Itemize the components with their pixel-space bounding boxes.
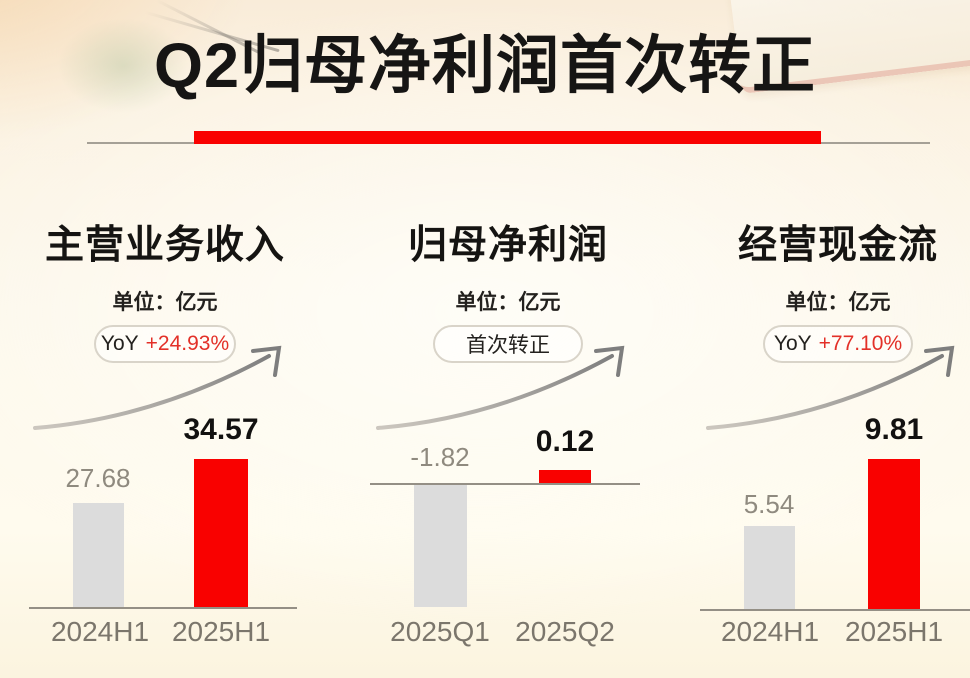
x-axis bbox=[700, 609, 970, 611]
growth-arrow-icon bbox=[376, 345, 625, 430]
badge-text: YoY bbox=[100, 332, 139, 355]
chart-title: 经营现金流 bbox=[737, 224, 938, 267]
x-tick-label: 2024H1 bbox=[50, 616, 150, 647]
page-title: Q2归母净利润首次转正 bbox=[153, 31, 817, 101]
bar-2024h1 bbox=[744, 526, 795, 609]
first-positive-badge: 首次转正 bbox=[433, 325, 583, 363]
unit-label: 单位：亿元 bbox=[455, 291, 561, 314]
bar-2025q1-negative bbox=[414, 485, 467, 607]
chart-title: 归母净利润 bbox=[407, 224, 608, 267]
bar-2024h1 bbox=[73, 503, 124, 607]
growth-arrow-icon bbox=[33, 345, 282, 430]
badge-text: 首次转正 bbox=[466, 334, 550, 357]
bar-value-label: 9.81 bbox=[864, 413, 924, 446]
x-tick-label: 2025H1 bbox=[171, 616, 271, 647]
bar-value-label: -1.82 bbox=[410, 442, 470, 472]
title-underline-red bbox=[194, 131, 821, 144]
badge-highlight: +77.10% bbox=[818, 332, 903, 355]
zero-line bbox=[370, 483, 640, 485]
x-tick-label: 2025Q2 bbox=[515, 616, 615, 647]
unit-label: 单位：亿元 bbox=[785, 291, 891, 314]
badge-highlight: +24.93% bbox=[145, 332, 230, 355]
bar-value-label: 27.68 bbox=[65, 463, 131, 493]
chart-card-net-profit: 归母净利润 单位：亿元 首次转正 -1.82 0.12 2025Q1 2025Q… bbox=[358, 0, 658, 678]
x-tick-label: 2025H1 bbox=[844, 616, 944, 647]
unit-label: 单位：亿元 bbox=[112, 291, 218, 314]
x-tick-label: 2024H1 bbox=[720, 616, 820, 647]
yoy-badge: YoY +77.10% bbox=[763, 325, 913, 363]
chart-card-revenue: 主营业务收入 单位：亿元 YoY +24.93% 27.68 34.57 2024… bbox=[15, 0, 315, 678]
x-tick-label: 2025Q1 bbox=[390, 616, 490, 647]
chart-card-cash-flow: 经营现金流 单位：亿元 YoY +77.10% 5.54 9.81 2024H1 … bbox=[688, 0, 970, 678]
yoy-badge: YoY +24.93% bbox=[94, 325, 236, 363]
bar-2025q2 bbox=[539, 470, 591, 483]
bar-2025h1 bbox=[868, 459, 920, 609]
x-axis bbox=[29, 607, 297, 609]
bar-value-label: 34.57 bbox=[183, 413, 259, 446]
badge-text: YoY bbox=[773, 332, 812, 355]
chart-title: 主营业务收入 bbox=[44, 224, 285, 267]
bar-value-label: 0.12 bbox=[535, 425, 595, 458]
growth-arrow-icon bbox=[706, 345, 955, 430]
bar-value-label: 5.54 bbox=[743, 489, 795, 519]
bar-2025h1 bbox=[194, 459, 248, 607]
